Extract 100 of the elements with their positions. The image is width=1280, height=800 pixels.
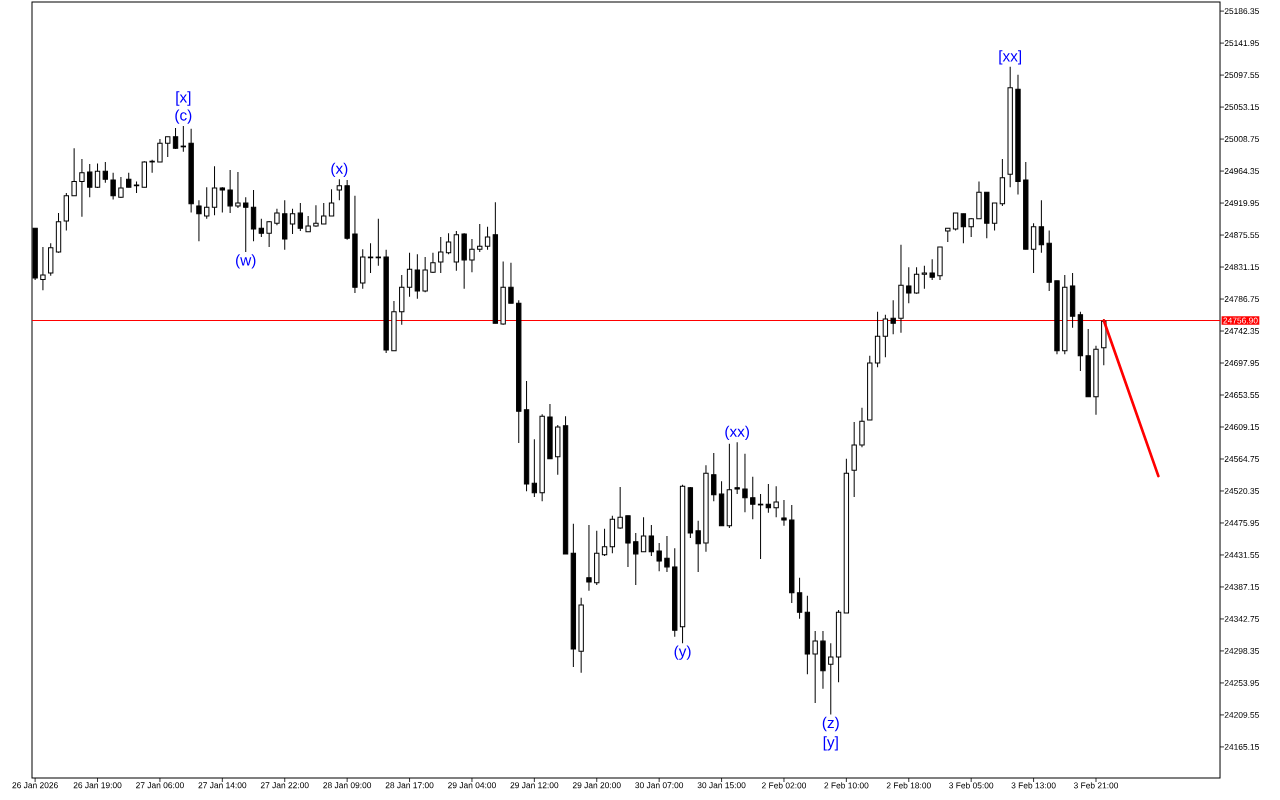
- annotation: (x): [331, 162, 348, 177]
- candlestick: [828, 642, 834, 716]
- candlestick: [165, 136, 171, 158]
- candlestick: [414, 253, 421, 300]
- x-tick-label: 3 Feb 13:00: [1011, 782, 1056, 789]
- candlestick: [219, 186, 226, 213]
- y-tick-label: 24298.35: [1224, 647, 1259, 654]
- annotation: (c): [175, 109, 192, 124]
- candlestick: [617, 486, 623, 530]
- candlestick: [648, 524, 655, 557]
- candlestick: [906, 266, 912, 304]
- candlestick: [796, 577, 803, 620]
- candlestick: [313, 204, 319, 228]
- x-tick-label: 29 Jan 12:00: [510, 782, 559, 789]
- candlestick: [445, 232, 452, 255]
- candlestick: [243, 196, 249, 253]
- candlestick: [71, 147, 77, 197]
- candlestick: [204, 186, 210, 220]
- candlestick: [321, 202, 327, 225]
- y-tick-label: 24609.15: [1224, 424, 1259, 430]
- candlestick: [250, 189, 257, 242]
- candlestick: [1030, 222, 1037, 274]
- candlestick: [531, 438, 538, 498]
- y-tick-label: 24431.55: [1224, 551, 1259, 558]
- candlestick: [375, 218, 382, 267]
- candlestick: [406, 252, 413, 298]
- y-tick-label: 24697.95: [1224, 360, 1259, 366]
- y-tick-label: 24786.75: [1224, 296, 1259, 303]
- candlestick: [742, 453, 748, 513]
- candlestick: [102, 161, 109, 184]
- x-tick-label: 27 Jan 06:00: [136, 782, 184, 789]
- y-tick-label: 25186.35: [1224, 8, 1259, 15]
- candlestick: [773, 485, 779, 518]
- candlestick: [180, 125, 187, 153]
- y-tick-label: 24564.75: [1224, 456, 1259, 462]
- candlestick: [235, 171, 241, 209]
- annotation: [y]: [823, 736, 838, 751]
- x-tick-label: 29 Jan 20:00: [572, 782, 621, 789]
- y-tick-label: 24875.55: [1224, 232, 1259, 239]
- candlestick: [227, 169, 233, 214]
- candlestick: [258, 218, 265, 238]
- x-tick-label: 3 Feb 21:00: [1073, 782, 1119, 789]
- candlestick: [1038, 199, 1045, 254]
- y-tick-label: 24387.15: [1224, 583, 1259, 590]
- annotation: (y): [674, 645, 691, 660]
- candlestick: [508, 262, 514, 304]
- y-tick-label: 24165.15: [1224, 743, 1259, 750]
- candlestick: [328, 188, 335, 217]
- x-tick-label: 26 Jan 19:00: [73, 782, 122, 789]
- annotation: (xx): [725, 425, 749, 440]
- y-tick-label: 24653.55: [1224, 392, 1259, 398]
- y-tick-label: 24964.35: [1224, 168, 1259, 175]
- candlestick: [297, 202, 304, 232]
- y-tick-label: 24342.75: [1224, 615, 1259, 622]
- candlestick: [157, 138, 163, 163]
- candlestick: [336, 178, 343, 201]
- y-tick-label: 25097.55: [1224, 72, 1259, 79]
- x-tick-label: 2 Feb 18:00: [886, 782, 931, 789]
- candlestick: [469, 238, 475, 273]
- candlestick: [664, 535, 670, 573]
- y-tick-label: 25053.15: [1224, 104, 1259, 111]
- x-tick-label: 27 Jan 14:00: [198, 782, 247, 789]
- candlestick: [757, 493, 764, 560]
- candlestick: [172, 127, 179, 150]
- candlestick: [913, 266, 920, 295]
- candlestick: [929, 258, 935, 281]
- candlestick: [812, 630, 818, 704]
- candlestick: [94, 162, 101, 189]
- candlestick: [859, 407, 865, 448]
- candlestick: [196, 199, 202, 242]
- candlestick: [586, 524, 592, 592]
- candlestick: [110, 172, 116, 200]
- candlestick: [633, 532, 639, 586]
- x-tick-label: 30 Jan 15:00: [697, 782, 746, 789]
- annotation: (w): [236, 254, 256, 269]
- candlestick: [601, 528, 608, 557]
- x-tick-label: 27 Jan 22:00: [260, 782, 309, 789]
- candlestick: [656, 542, 662, 572]
- x-tick-label: 28 Jan 17:00: [385, 782, 434, 789]
- candlestick: [890, 299, 896, 335]
- y-tick-label: 24475.95: [1224, 519, 1259, 526]
- candlestick: [266, 220, 272, 248]
- candlestick: [781, 499, 787, 527]
- candlestick: [882, 314, 889, 358]
- x-tick-label: 29 Jan 04:00: [448, 782, 496, 789]
- candlestick: [968, 217, 974, 238]
- candlestick: [211, 165, 218, 216]
- y-tick-label: 24831.15: [1224, 264, 1259, 271]
- x-tick-label: 30 Jan 07:00: [635, 782, 684, 789]
- x-tick-label: 28 Jan 09:00: [323, 782, 372, 789]
- annotation: [xx]: [999, 50, 1022, 65]
- candlestick: [695, 520, 701, 573]
- candlestick: [149, 159, 155, 174]
- annotation: [x]: [176, 91, 191, 106]
- candlestick: [79, 158, 85, 218]
- candlestick: [367, 242, 374, 274]
- candlestick: [289, 208, 296, 235]
- candlestick: [477, 223, 483, 253]
- y-tick-label: 24742.35: [1224, 328, 1259, 334]
- y-tick-label: 24520.35: [1224, 487, 1259, 494]
